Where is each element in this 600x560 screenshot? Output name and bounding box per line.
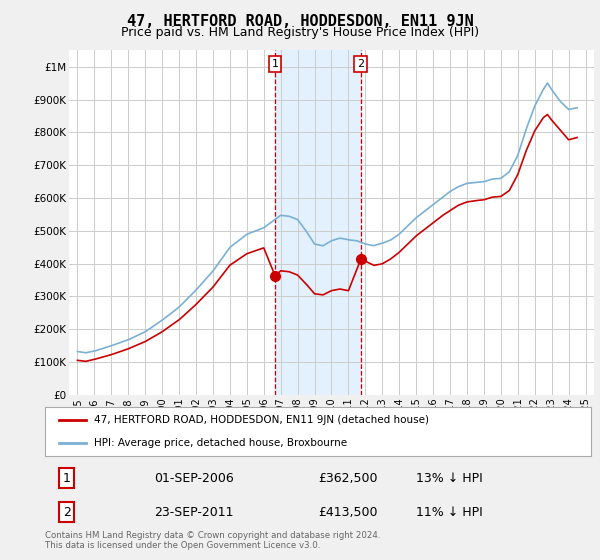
Text: 11% ↓ HPI: 11% ↓ HPI bbox=[416, 506, 483, 519]
Text: 1: 1 bbox=[272, 59, 278, 69]
Text: 23-SEP-2011: 23-SEP-2011 bbox=[154, 506, 234, 519]
Text: 01-SEP-2006: 01-SEP-2006 bbox=[154, 472, 234, 485]
Text: 47, HERTFORD ROAD, HODDESDON, EN11 9JN (detached house): 47, HERTFORD ROAD, HODDESDON, EN11 9JN (… bbox=[94, 416, 429, 426]
Text: 2: 2 bbox=[63, 506, 71, 519]
Text: 13% ↓ HPI: 13% ↓ HPI bbox=[416, 472, 483, 485]
Text: 2: 2 bbox=[357, 59, 364, 69]
Text: Price paid vs. HM Land Registry's House Price Index (HPI): Price paid vs. HM Land Registry's House … bbox=[121, 26, 479, 39]
Text: HPI: Average price, detached house, Broxbourne: HPI: Average price, detached house, Brox… bbox=[94, 438, 347, 448]
Text: £413,500: £413,500 bbox=[318, 506, 377, 519]
Text: 1: 1 bbox=[63, 472, 71, 485]
Text: Contains HM Land Registry data © Crown copyright and database right 2024.
This d: Contains HM Land Registry data © Crown c… bbox=[45, 531, 380, 550]
Text: £362,500: £362,500 bbox=[318, 472, 377, 485]
Text: 47, HERTFORD ROAD, HODDESDON, EN11 9JN: 47, HERTFORD ROAD, HODDESDON, EN11 9JN bbox=[127, 14, 473, 29]
Bar bbox=[275, 50, 361, 395]
